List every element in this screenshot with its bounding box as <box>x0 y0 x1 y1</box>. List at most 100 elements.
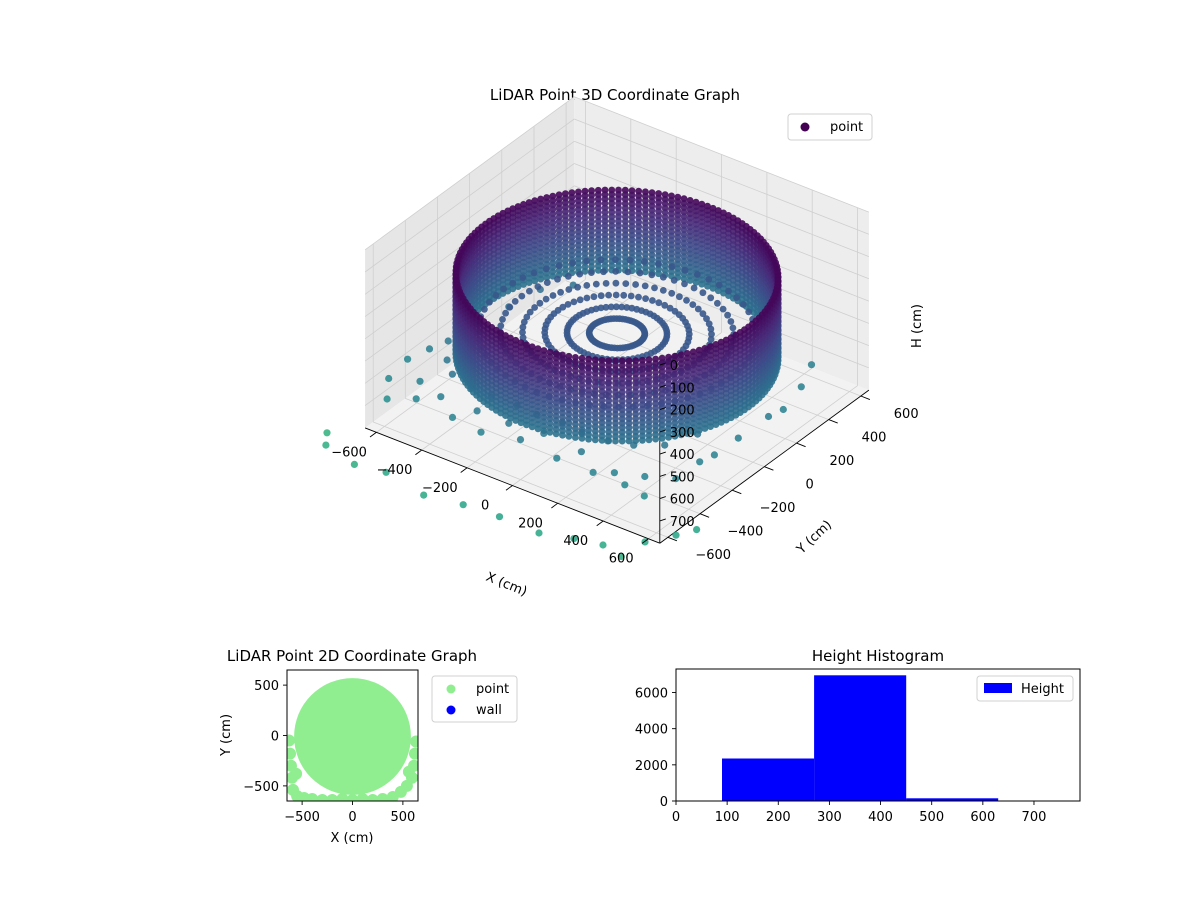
wall-point <box>690 284 698 292</box>
wall-point <box>543 274 551 281</box>
scatter-point <box>444 337 452 345</box>
x-tick-hist-label: 100 <box>715 810 740 825</box>
y-tick-2d-label: 0 <box>271 730 279 745</box>
wall-point <box>724 311 731 319</box>
wall-point <box>624 268 632 276</box>
zlabel-3d: H (cm) <box>910 304 925 348</box>
wall-point <box>618 437 626 445</box>
scatter-point <box>473 407 481 415</box>
scatter-point <box>323 429 331 437</box>
scatter-point <box>382 468 390 476</box>
plot-2d: LiDAR Point 2D Coordinate Graph −500 0 500… <box>219 647 518 846</box>
wall-point <box>534 425 542 433</box>
y-tick-label: −200 <box>760 501 796 516</box>
wall-point <box>555 262 563 269</box>
wall-point <box>623 304 631 311</box>
wall-point <box>576 296 584 304</box>
legend-2d-wall-marker <box>446 705 456 715</box>
wall-point <box>607 303 615 311</box>
legend-3d: point <box>787 113 873 141</box>
x-tick-hist-label: 200 <box>766 810 791 825</box>
scatter-point <box>617 552 625 561</box>
wall-point <box>651 284 658 292</box>
wall-point <box>531 277 539 285</box>
scatter-point <box>412 395 420 403</box>
scatter-point <box>589 468 597 476</box>
z-tick-mark <box>659 473 666 477</box>
x-tick-label: −400 <box>377 463 413 478</box>
wall-point <box>514 283 522 290</box>
y-tick-mark <box>860 395 871 401</box>
wall-point <box>600 268 607 276</box>
wall-point <box>665 433 672 441</box>
wall-point <box>707 336 715 343</box>
x-tick-hist-label: 400 <box>868 810 893 825</box>
plot-2d-ticks: −500 0 500 500 0 −500 <box>243 679 415 825</box>
wall-point <box>648 271 656 279</box>
wall-point <box>658 434 666 442</box>
z-tick-mark <box>659 407 666 411</box>
scatter-point <box>672 475 680 483</box>
wall-point <box>583 257 590 265</box>
point-2d <box>410 735 418 748</box>
wall-point <box>692 278 700 286</box>
wall-point <box>530 269 538 277</box>
wall-point <box>565 286 573 293</box>
legend-2d-wall-label: wall <box>476 703 502 718</box>
wall-point <box>497 322 505 330</box>
x-tick-label: 600 <box>609 552 634 567</box>
x-tick-mark <box>641 538 649 544</box>
wall-point <box>486 298 493 306</box>
wall-point <box>649 297 656 304</box>
x-tick-mark <box>596 520 604 527</box>
scatter-point <box>459 501 467 509</box>
wall-point <box>652 435 659 443</box>
wall-point <box>625 437 633 445</box>
wall-point <box>564 272 572 280</box>
y-tick-2d-label: −500 <box>243 780 279 795</box>
title-2d: LiDAR Point 2D Coordinate Graph <box>227 647 477 665</box>
wall-point <box>526 308 534 316</box>
scatter-point <box>641 472 649 481</box>
x-tick-hist-label: 300 <box>817 810 842 825</box>
wall-point <box>542 265 550 273</box>
histogram-ticks: 0 100 200 300 400 500 600 700 0 2000 4000 6000 <box>635 687 1046 825</box>
wall-point <box>671 432 679 440</box>
scatter-point <box>505 419 513 427</box>
z-tick-label: 600 <box>670 493 695 508</box>
y-tick-hist-label: 2000 <box>635 759 668 774</box>
wall-point <box>707 325 715 333</box>
x-tick-hist-label: 0 <box>672 810 680 825</box>
wall-point <box>626 256 634 264</box>
scatter-point <box>734 434 742 442</box>
grid-left-h <box>364 140 575 295</box>
y-tick-2d-label: 500 <box>254 679 279 694</box>
wall-point <box>574 283 581 291</box>
wall-point <box>683 430 691 437</box>
x-tick-label: −600 <box>331 445 367 460</box>
scatter-point <box>383 395 391 403</box>
wall-point <box>576 270 584 278</box>
wall-point <box>612 268 620 275</box>
wall-point <box>715 281 723 289</box>
scatter-point <box>672 531 680 539</box>
wall-point <box>632 281 639 288</box>
y-axis-line <box>659 389 870 544</box>
legend-histogram-label: Height <box>1021 682 1064 697</box>
wall-point <box>597 256 605 264</box>
scatter-point <box>448 370 456 378</box>
wall-point <box>681 266 689 274</box>
z-tick-label: 400 <box>670 448 695 463</box>
point-2d <box>306 793 319 801</box>
legend-2d-point-marker <box>446 684 456 694</box>
point-2d <box>316 794 329 801</box>
scatter-point <box>696 458 704 466</box>
scatter-point <box>710 451 719 459</box>
wall-point <box>552 430 560 438</box>
legend-histogram-swatch <box>984 683 1012 693</box>
y-tick-label: 200 <box>829 454 854 469</box>
z-tick-mark <box>659 384 666 388</box>
wall-point <box>528 423 536 431</box>
wall-point <box>592 280 600 288</box>
wall-point <box>666 304 674 312</box>
